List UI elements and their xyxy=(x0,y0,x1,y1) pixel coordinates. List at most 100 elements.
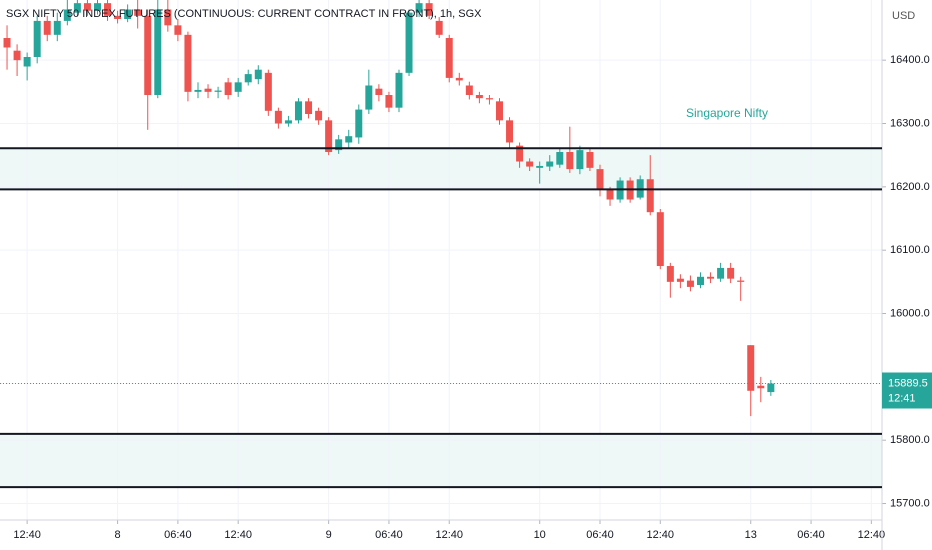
candle-body xyxy=(355,109,363,138)
candle-body xyxy=(596,169,604,191)
zone xyxy=(0,433,882,488)
y-tick-label: 15700.0 xyxy=(890,497,930,509)
x-tick-label: 10 xyxy=(534,529,546,541)
candle-body xyxy=(455,77,463,81)
candle-body xyxy=(104,3,112,16)
countdown-label: 12:41 xyxy=(888,392,916,404)
candle-body xyxy=(586,152,594,168)
candle-body xyxy=(335,139,343,151)
candle-body xyxy=(375,88,383,96)
candle-body xyxy=(385,95,393,108)
candle-body xyxy=(566,152,574,170)
x-tick-label: 9 xyxy=(326,529,332,541)
candle-body xyxy=(114,15,122,20)
candle-body xyxy=(23,57,31,67)
x-tick-label: 06:40 xyxy=(586,529,614,541)
candle-body xyxy=(264,72,272,111)
candle-body xyxy=(686,280,694,287)
annotation: Singapore Nifty xyxy=(686,106,768,120)
candle-body xyxy=(305,101,313,115)
x-tick-label: 12:40 xyxy=(13,529,41,541)
candle-body xyxy=(13,50,21,61)
x-tick-label: 06:40 xyxy=(375,529,403,541)
candle-body xyxy=(224,82,232,96)
y-tick-label: 16100.0 xyxy=(890,244,930,256)
candle-body xyxy=(154,9,162,96)
candle-body xyxy=(445,38,453,78)
candle-body xyxy=(63,9,71,21)
y-tick-label: 16400.0 xyxy=(890,54,930,66)
candle-body xyxy=(244,74,252,83)
candle-body xyxy=(174,25,182,35)
candle-body xyxy=(43,20,51,35)
candle-body xyxy=(83,3,91,11)
x-tick-label: 12:40 xyxy=(647,529,675,541)
candle-body xyxy=(576,150,584,170)
candle-body xyxy=(425,3,433,16)
candle-body xyxy=(365,85,373,110)
candle-body xyxy=(646,179,654,213)
last-price-label: 15889.5 xyxy=(888,377,928,389)
candle-body xyxy=(707,276,715,279)
candle-body xyxy=(495,101,503,121)
candle-body xyxy=(234,82,242,92)
candle-body xyxy=(485,98,493,100)
candle-body xyxy=(405,12,413,73)
candle-body xyxy=(204,88,212,92)
y-tick-label: 16200.0 xyxy=(890,181,930,193)
x-tick-label: 06:40 xyxy=(164,529,192,541)
candle-body xyxy=(546,161,554,167)
candle-body xyxy=(53,20,61,35)
candle-body xyxy=(294,101,302,121)
candle-body xyxy=(325,120,333,153)
candle-body xyxy=(395,72,403,108)
currency-label: USD xyxy=(892,10,915,22)
x-tick-label: 12:40 xyxy=(435,529,463,541)
x-tick-label: 13 xyxy=(745,529,757,541)
candle-body xyxy=(73,3,81,13)
candle-body xyxy=(124,9,132,20)
candle-body xyxy=(144,15,152,96)
candle-body xyxy=(134,9,142,16)
candle-body xyxy=(475,95,483,99)
x-tick-label: 8 xyxy=(115,529,121,541)
candle-body xyxy=(747,345,755,391)
zone xyxy=(0,148,882,190)
y-tick-label: 15800.0 xyxy=(890,434,930,446)
candle-body xyxy=(184,34,192,92)
y-tick-label: 16000.0 xyxy=(890,307,930,319)
candle-body xyxy=(506,120,514,143)
candle-body xyxy=(214,90,222,92)
candle-body xyxy=(254,69,262,80)
candle-body xyxy=(526,161,534,167)
x-tick-label: 06:40 xyxy=(797,529,825,541)
candle-body xyxy=(536,165,544,168)
candle-body xyxy=(676,278,684,282)
candle-body xyxy=(556,152,564,165)
y-tick-label: 16300.0 xyxy=(890,117,930,129)
candle-body xyxy=(435,20,443,35)
candle-body xyxy=(315,110,323,121)
x-tick-label: 12:40 xyxy=(224,529,252,541)
candle-body xyxy=(696,276,704,286)
candle-body xyxy=(415,3,423,13)
candle-body xyxy=(757,385,765,389)
candle-body xyxy=(727,267,735,279)
candle-body xyxy=(465,85,473,96)
candle-body xyxy=(717,267,725,279)
candle-body xyxy=(767,383,775,393)
candle-body xyxy=(284,120,292,124)
candle-body xyxy=(33,20,41,58)
candle-body xyxy=(164,9,172,26)
candle-body xyxy=(93,3,101,11)
candle-body xyxy=(516,145,524,162)
candle-body xyxy=(606,190,614,200)
x-tick-label: 12:40 xyxy=(858,529,886,541)
candle-body xyxy=(3,38,11,48)
candle-body xyxy=(666,266,674,282)
candle-body xyxy=(194,89,202,92)
chart-title: SGX NIFTY 50 INDEX FUTURES (CONTINUOUS: … xyxy=(6,8,482,20)
candle-body xyxy=(345,136,353,143)
